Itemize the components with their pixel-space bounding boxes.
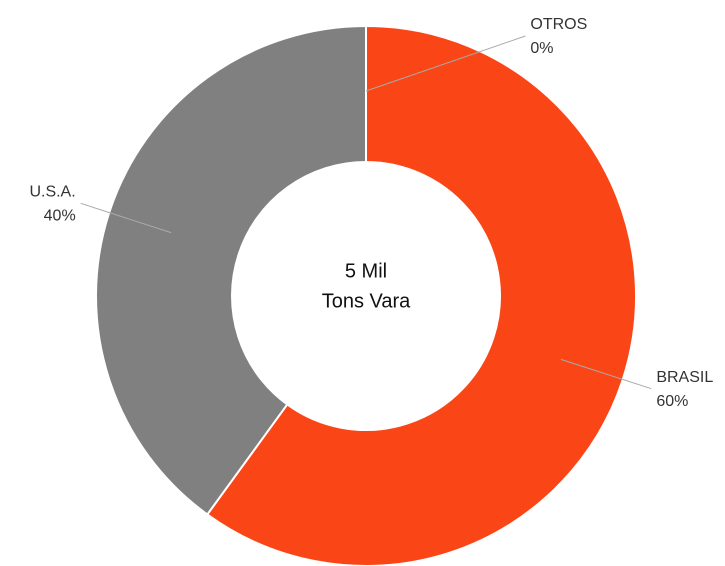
leader-line — [365, 35, 526, 92]
leader-line — [80, 202, 172, 234]
slice — [205, 24, 637, 566]
value-label: 60% — [656, 393, 688, 410]
slice-label: U.S.A. — [29, 184, 75, 201]
leader-line — [560, 358, 652, 390]
slice — [95, 24, 367, 516]
slice-label: OTROS — [530, 16, 587, 33]
value-label: 40% — [44, 208, 76, 225]
value-label: 0% — [530, 40, 553, 57]
center-text: 5 Mil — [345, 260, 387, 282]
slice-label: BRASIL — [656, 369, 713, 386]
center-text: Tons Vara — [322, 290, 411, 312]
